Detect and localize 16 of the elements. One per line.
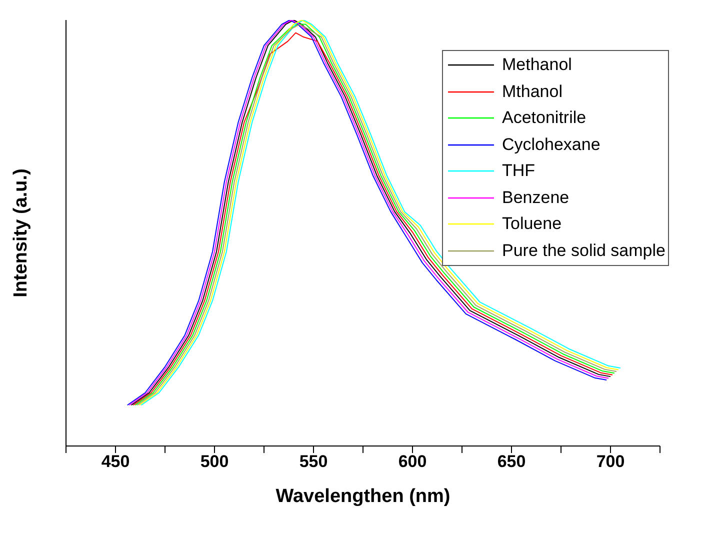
legend-label: Cyclohexane (502, 134, 600, 155)
x-tick-label: 650 (497, 452, 526, 472)
legend-label: Acetonitrile (502, 108, 586, 128)
x-tick-label: 600 (398, 452, 427, 472)
y-axis-title: Intensity (a.u.) (10, 168, 32, 298)
legend-label: Pure the solid sample (502, 240, 666, 261)
x-tick-label: 450 (101, 452, 130, 472)
x-tick-label: 550 (299, 452, 328, 472)
legend-label: Mthanol (502, 82, 562, 102)
legend-label: Methanol (502, 55, 572, 76)
legend-label: Benzene (502, 188, 570, 208)
x-tick-label: 500 (200, 452, 229, 472)
x-tick-label: 700 (596, 452, 625, 472)
legend-label: Toluene (502, 214, 562, 234)
x-axis-title: Wavelengthen (nm) (276, 486, 450, 507)
legend-label: THF (502, 161, 536, 182)
